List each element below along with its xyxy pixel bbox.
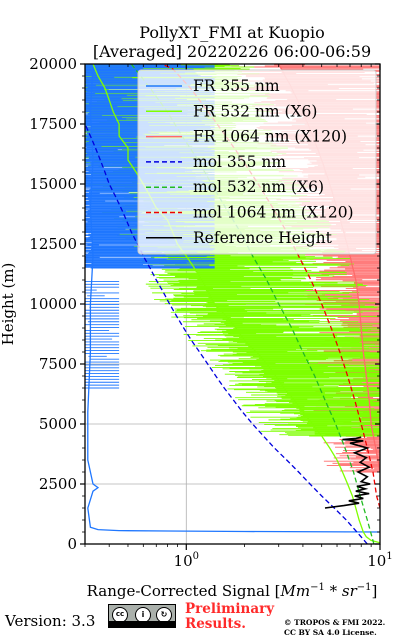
cc-by-sa-icon: cc i ↻	[108, 604, 176, 628]
copyright-notice: © TROPOS & FMI 2022. CC BY SA 4.0 Licens…	[284, 618, 385, 638]
y-tick-label: 0	[67, 535, 77, 553]
copyright-line-1: © TROPOS & FMI 2022.	[284, 618, 386, 627]
y-tick-label: 5000	[39, 415, 77, 433]
y-tick-label: 10000	[29, 295, 77, 313]
x-tick-label: 101	[367, 551, 392, 570]
legend-box	[137, 69, 377, 255]
chart-subtitle: [Averaged] 20220226 06:00-06:59	[93, 42, 371, 61]
copyright-line-2: CC BY SA 4.0 License.	[284, 628, 377, 637]
legend: FR 355 nm FR 532 nm (X6) FR 1064 nm (X120)…	[137, 69, 377, 255]
preliminary-notice: Preliminary Results.	[185, 602, 274, 632]
preliminary-line-1: Preliminary	[185, 601, 275, 617]
series-line-0	[87, 64, 380, 533]
legend-label: FR 532 nm (X6)	[193, 102, 317, 120]
series-line-3	[85, 123, 368, 544]
y-tick-label: 2500	[39, 475, 77, 493]
legend-label: FR 355 nm	[193, 77, 280, 95]
version-label: Version: 3.3	[5, 612, 96, 630]
y-tick-label: 12500	[29, 235, 77, 253]
legend-label: mol 532 nm (X6)	[193, 178, 324, 196]
legend-label: mol 355 nm	[193, 153, 286, 171]
y-tick-label: 20000	[29, 55, 77, 73]
preliminary-line-2: Results.	[185, 616, 246, 632]
axes: 0 2500 5000 7500 10000 12500 15000 17500 20000 10…	[29, 55, 392, 570]
x-axis-label: Range-Corrected Signal [Mm−1 * sr−1]	[87, 582, 378, 600]
lidar-profile-chart: PollyXT_FMI at Kuopio [Averaged] 2022022…	[0, 23, 393, 600]
y-tick-label: 15000	[29, 175, 77, 193]
chart-title: PollyXT_FMI at Kuopio	[139, 23, 325, 42]
series-line-1	[92, 64, 380, 544]
y-tick-label: 7500	[39, 355, 77, 373]
series-line-6	[324, 436, 372, 509]
legend-label: mol 1064 nm (X120)	[193, 204, 354, 222]
y-axis-label: Height (m)	[0, 263, 17, 346]
x-tick-label: 100	[174, 551, 199, 570]
y-tick-label: 17500	[29, 115, 77, 133]
legend-label: Reference Height	[193, 229, 333, 247]
legend-label: FR 1064 nm (X120)	[193, 128, 347, 146]
